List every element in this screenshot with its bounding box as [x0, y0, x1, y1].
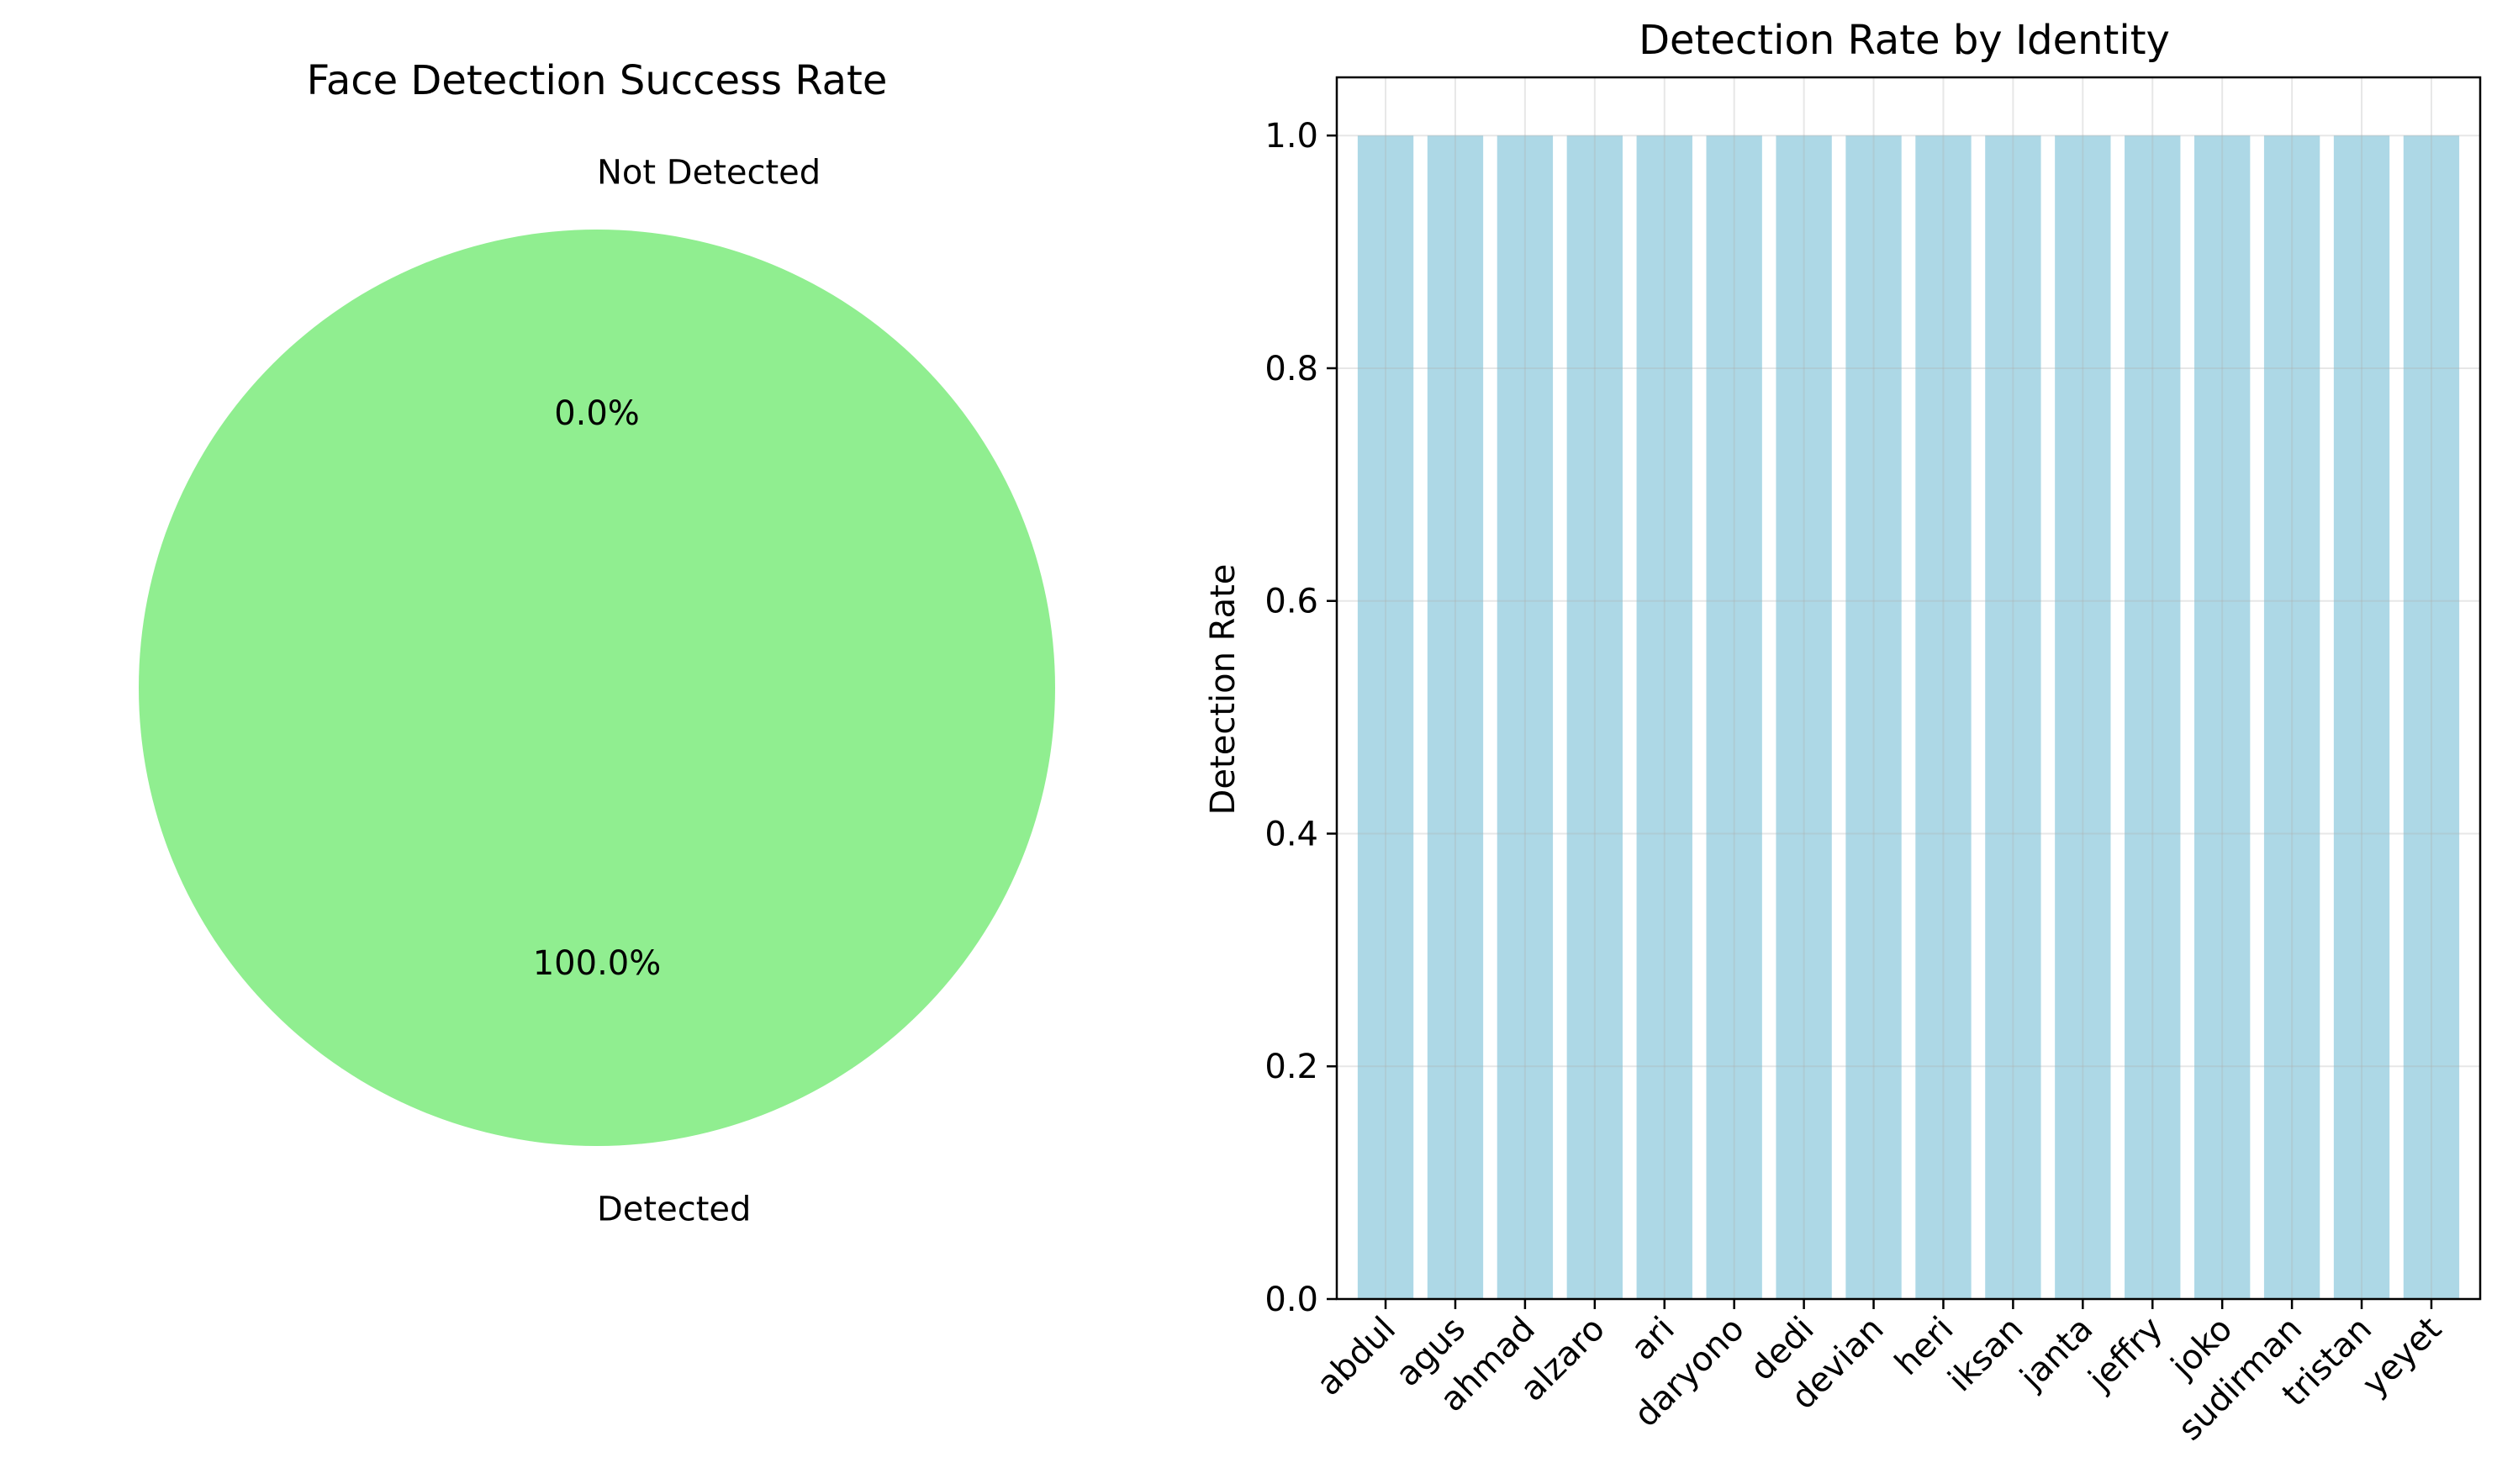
bar-janta [2055, 135, 2111, 1300]
bar-bars [1357, 135, 2460, 1300]
bar-ylabel: Detection Rate [1204, 564, 1243, 816]
x-tick-label: jeffry [2081, 1310, 2170, 1399]
bar-axes-frame [1335, 76, 2482, 1301]
x-tick-label: iksan [1941, 1310, 2031, 1400]
y-tick-label: 0.0 [1264, 1281, 1318, 1319]
bar-chart: Detection Rate by Identity 0.00.20.40.60… [1204, 17, 2482, 1448]
y-tick-label: 0.4 [1264, 815, 1318, 853]
bar-iksan [1985, 135, 2041, 1300]
pie-slice [139, 230, 1055, 1146]
bar-dedi [1776, 135, 1832, 1300]
pie-pct-label: 0.0% [554, 394, 640, 433]
pie-category-label: Detected [597, 1191, 751, 1229]
bar-joko [2194, 135, 2251, 1300]
bar-yeyet [2403, 135, 2460, 1300]
y-tick-label: 0.2 [1264, 1048, 1318, 1086]
bar-sudirman [2263, 135, 2320, 1300]
bar-tristan [2333, 135, 2390, 1300]
x-tick-label: yeyet [2355, 1310, 2449, 1404]
x-tick-label: abdul [1310, 1310, 1404, 1404]
x-tick-label: janta [2013, 1310, 2101, 1398]
bar-abdul [1357, 135, 1414, 1300]
y-tick-label: 0.8 [1264, 350, 1318, 388]
pie-labels: 100.0% Detected 0.0% Not Detected [533, 154, 821, 1229]
pie-chart: Face Detection Success Rate 100.0% Detect… [139, 57, 1055, 1229]
bar-devian [1845, 135, 1902, 1300]
pie-pct-label: 100.0% [533, 944, 662, 983]
x-tick-label: ari [1623, 1310, 1681, 1368]
bar-ahmad [1497, 135, 1554, 1300]
bar-yticks: 0.0 0.2 0.4 0.6 0.8 1.0 [1264, 117, 1337, 1319]
bar-agus [1427, 135, 1484, 1300]
bar-daryono [1706, 135, 1762, 1300]
pie-slices [139, 230, 1055, 1146]
pie-title: Face Detection Success Rate [307, 57, 888, 104]
bar-ari [1636, 135, 1692, 1300]
bar-heri [1915, 135, 1972, 1300]
pie-category-label: Not Detected [597, 154, 821, 193]
y-tick-label: 0.6 [1264, 583, 1318, 621]
bar-title: Detection Rate by Identity [1639, 17, 2170, 64]
y-tick-label: 1.0 [1264, 117, 1318, 156]
bar-jeffry [2125, 135, 2181, 1300]
bar-alzaro [1566, 135, 1623, 1300]
